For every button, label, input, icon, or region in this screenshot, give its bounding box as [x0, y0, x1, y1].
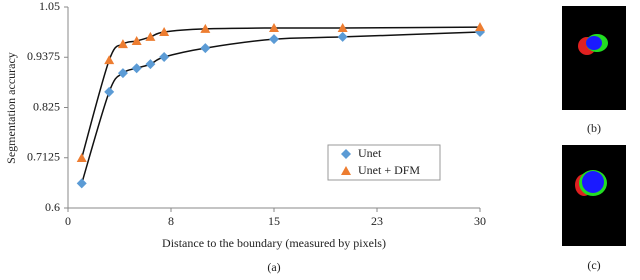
triangle-marker — [341, 166, 351, 175]
x-tick-label: 0 — [65, 214, 71, 228]
trend-line — [81, 31, 481, 184]
triangle-marker — [159, 27, 170, 37]
legend-label: Unet — [358, 146, 382, 160]
triangle-marker — [117, 39, 128, 49]
mask-region — [582, 171, 604, 193]
y-tick-label: 0.7125 — [27, 150, 60, 164]
y-tick-label: 0.9375 — [27, 49, 60, 63]
panel-b: (b) — [562, 6, 626, 135]
panel-label: (b) — [587, 121, 601, 135]
triangle-marker — [104, 55, 115, 65]
triangle-marker — [131, 35, 142, 45]
diamond-marker — [104, 86, 115, 97]
y-tick-label: 1.05 — [39, 0, 60, 13]
x-tick-label: 8 — [168, 214, 174, 228]
triangle-marker — [337, 22, 348, 32]
mask-image — [562, 6, 626, 110]
triangle-marker — [475, 22, 485, 32]
y-axis-label: Segmentation accuracy — [4, 52, 18, 164]
triangle-marker — [269, 22, 279, 32]
mask-region — [586, 36, 602, 50]
triangle-marker — [200, 23, 211, 33]
diamond-marker — [131, 63, 142, 74]
diamond-marker — [337, 31, 348, 42]
diamond-marker — [145, 59, 156, 70]
panel-label: (a) — [267, 260, 280, 274]
triangle-marker — [145, 31, 156, 41]
panel-c: (c) — [562, 145, 626, 272]
diamond-marker — [117, 68, 128, 79]
y-tick-label: 0.825 — [33, 99, 60, 113]
legend-label: Unet + DFM — [358, 163, 420, 177]
x-axis-label: Distance to the boundary (measured by pi… — [162, 236, 386, 250]
trend-line — [81, 26, 481, 159]
x-tick-label: 15 — [268, 214, 280, 228]
diamond-marker — [76, 178, 87, 189]
diamond-marker — [200, 43, 211, 54]
diamond-marker — [269, 34, 279, 45]
panel-label: (c) — [587, 258, 600, 272]
diamond-marker — [341, 149, 351, 159]
diamond-marker — [159, 52, 170, 63]
y-tick-label: 0.6 — [45, 200, 60, 214]
triangle-marker — [76, 152, 87, 162]
x-tick-label: 23 — [371, 214, 383, 228]
x-tick-label: 30 — [474, 214, 486, 228]
